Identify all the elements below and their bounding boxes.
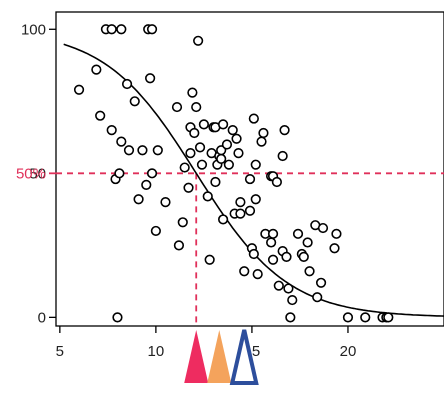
data-point xyxy=(216,145,227,156)
data-point xyxy=(112,312,123,323)
data-point xyxy=(95,110,106,121)
data-point xyxy=(235,208,246,219)
reference-label: 50% xyxy=(16,165,46,182)
data-point xyxy=(248,248,259,260)
data-point xyxy=(193,35,204,46)
data-point xyxy=(160,197,171,208)
data-point xyxy=(329,243,340,254)
data-point xyxy=(331,228,342,239)
data-point xyxy=(273,280,284,291)
data-point xyxy=(146,24,158,35)
data-point xyxy=(250,159,261,170)
data-point xyxy=(317,222,329,234)
x-tick-label: 10 xyxy=(148,343,165,360)
data-point xyxy=(248,113,259,124)
data-point xyxy=(129,96,140,107)
data-point xyxy=(106,125,117,136)
data-point xyxy=(185,148,196,159)
data-point xyxy=(312,292,323,303)
data-point xyxy=(360,312,371,323)
data-point xyxy=(210,176,221,188)
data-point xyxy=(116,24,127,35)
data-point xyxy=(133,194,144,205)
threshold-markers xyxy=(184,329,259,385)
y-tick-label: 50 xyxy=(29,165,46,182)
data-point xyxy=(106,24,117,35)
data-point xyxy=(267,254,279,265)
data-point xyxy=(173,240,185,251)
marker-orange xyxy=(207,330,232,383)
reference-lines: 50% xyxy=(16,165,444,326)
data-point xyxy=(292,228,304,239)
data-point xyxy=(231,133,242,144)
data-point xyxy=(277,150,288,162)
y-tick-label: 0 xyxy=(38,309,46,326)
data-point xyxy=(252,269,263,280)
data-point xyxy=(123,145,135,156)
data-point xyxy=(171,101,183,113)
data-point xyxy=(266,237,277,248)
data-point xyxy=(221,139,233,150)
x-axis: 5 10 15 20 xyxy=(56,326,357,360)
x-tick-label: 5 xyxy=(56,343,64,360)
data-point xyxy=(244,173,256,185)
data-point xyxy=(235,197,246,208)
data-point xyxy=(194,142,206,153)
data-point xyxy=(285,312,296,323)
data-point xyxy=(271,176,282,188)
data-point xyxy=(137,145,148,156)
data-point xyxy=(145,73,156,84)
data-point xyxy=(256,136,267,147)
data-point xyxy=(216,153,227,165)
data-point xyxy=(250,194,261,205)
data-point xyxy=(73,84,85,95)
data-point xyxy=(146,168,158,179)
data-point xyxy=(315,277,327,288)
data-point xyxy=(233,148,244,159)
data-point xyxy=(281,251,292,262)
data-point xyxy=(244,205,256,216)
y-axis: 0 50 100 xyxy=(21,21,56,326)
data-point xyxy=(218,119,229,130)
x-tick-label: 20 xyxy=(340,343,357,360)
data-point xyxy=(177,217,188,228)
data-point xyxy=(287,294,298,306)
data-point xyxy=(239,266,250,277)
data-point xyxy=(283,283,294,294)
data-point xyxy=(141,179,152,190)
data-point xyxy=(223,159,234,170)
y-tick-label: 100 xyxy=(21,21,46,38)
marker-blue xyxy=(229,329,259,385)
data-point xyxy=(267,228,279,239)
data-points xyxy=(73,24,394,323)
data-point xyxy=(189,127,200,139)
data-point xyxy=(196,159,208,170)
data-point xyxy=(150,225,161,237)
data-point xyxy=(191,101,202,113)
data-point xyxy=(198,119,210,130)
data-point xyxy=(91,64,102,75)
data-point xyxy=(279,125,290,136)
data-point xyxy=(202,191,213,202)
data-point xyxy=(302,237,313,248)
marker-red xyxy=(184,330,209,383)
data-point xyxy=(116,136,127,147)
data-point xyxy=(227,125,238,136)
data-point xyxy=(304,266,315,277)
data-point xyxy=(114,168,125,179)
data-point xyxy=(179,162,190,173)
plot-frame xyxy=(55,11,444,327)
data-point xyxy=(121,78,133,90)
data-point xyxy=(187,87,198,98)
data-point xyxy=(152,145,163,156)
data-point xyxy=(383,312,394,323)
data-point xyxy=(218,214,229,225)
data-point xyxy=(298,251,309,262)
data-point xyxy=(183,182,194,193)
data-point xyxy=(342,312,354,323)
data-point xyxy=(204,254,215,265)
data-point xyxy=(258,127,269,139)
